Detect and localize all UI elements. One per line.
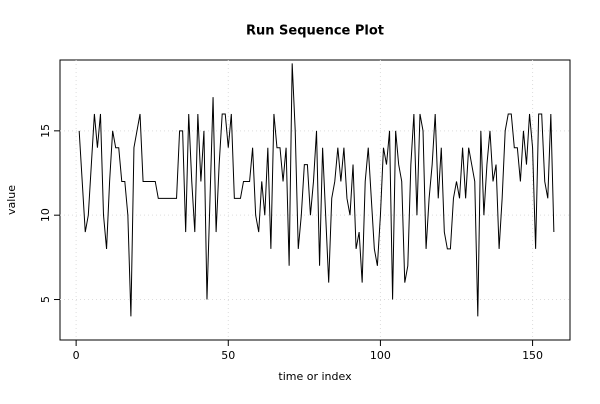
- x-tick-label: 50: [221, 349, 235, 362]
- x-axis-label: time or index: [278, 370, 352, 383]
- plot-frame: [59, 59, 571, 341]
- y-tick-label: 5: [39, 296, 52, 303]
- x-tick-label: 0: [73, 349, 80, 362]
- x-tick-label: 150: [522, 349, 543, 362]
- data-line: [78, 63, 555, 317]
- y-tick-label: 15: [39, 124, 52, 138]
- y-axis-label: value: [5, 185, 18, 215]
- x-tick-label: 100: [370, 349, 391, 362]
- chart-title: Run Sequence Plot: [246, 24, 384, 39]
- y-tick-label: 10: [39, 208, 52, 222]
